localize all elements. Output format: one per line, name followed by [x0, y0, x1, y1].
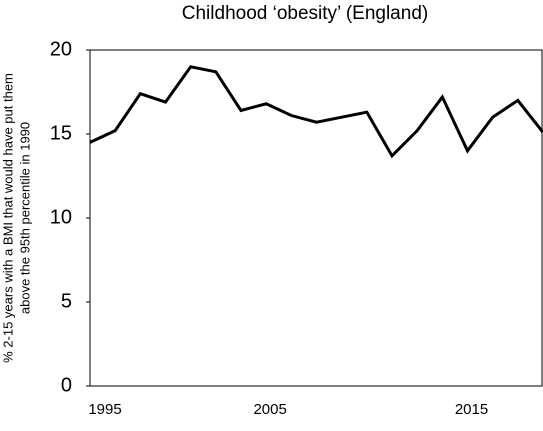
x-tick-label: 2005	[253, 401, 286, 418]
x-tick-label: 2015	[455, 401, 488, 418]
y-axis-label: % 2-15 years with a BMI that would have …	[0, 73, 32, 363]
y-axis-label-line: above the 95th percentile in 1990	[17, 122, 32, 314]
y-tick-label: 20	[50, 38, 72, 60]
chart-title: Childhood ‘obesity’ (England)	[182, 3, 428, 24]
y-tick-label: 5	[61, 290, 72, 312]
y-axis-label-line: % 2-15 years with a BMI that would have …	[0, 73, 15, 363]
line-series	[89, 65, 543, 159]
y-tick-label: 10	[50, 206, 72, 228]
y-tick-label: 0	[61, 374, 72, 396]
y-tick-label: 15	[50, 122, 72, 144]
x-tick-label: 1995	[88, 401, 121, 418]
